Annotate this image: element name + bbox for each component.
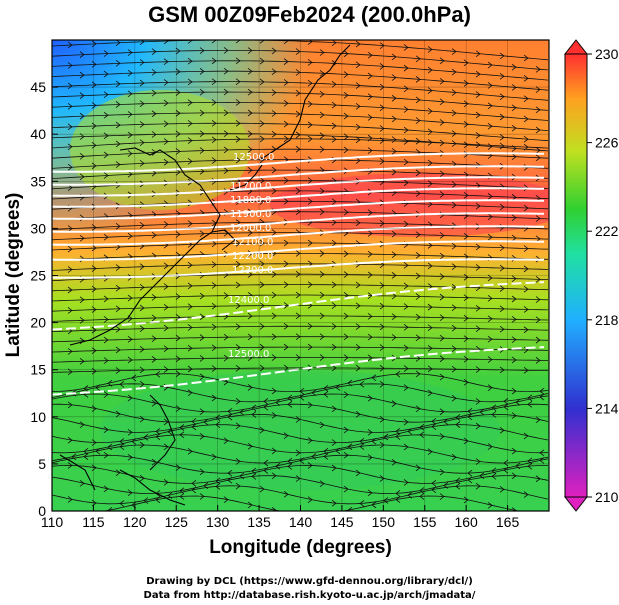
contour-label: 12500.0 bbox=[233, 152, 274, 163]
y-tick-label: 30 bbox=[30, 220, 46, 236]
x-axis-label: Longitude (degrees) bbox=[209, 537, 392, 558]
colorbar-tick-label: 210 bbox=[595, 489, 619, 505]
y-tick-label: 40 bbox=[30, 126, 46, 142]
y-tick-label: 45 bbox=[30, 79, 46, 95]
contour-label: 11700.0 bbox=[230, 181, 271, 192]
contour-label: 12200.0 bbox=[232, 251, 273, 262]
y-tick-label: 0 bbox=[38, 503, 46, 519]
y-tick-label: 10 bbox=[30, 409, 46, 425]
y-axis-ticks: 0 5 10 15 20 25 30 35 40 45 bbox=[30, 79, 58, 519]
contour-label: 12000.0 bbox=[230, 223, 271, 234]
x-tick-label: 140 bbox=[289, 514, 313, 530]
credit-data: Data from http://database.rish.kyoto-u.a… bbox=[143, 590, 476, 601]
colorbar-tick-label: 214 bbox=[595, 400, 619, 416]
map-title: GSM 00Z09Feb2024 (200.0hPa) bbox=[148, 2, 471, 27]
y-tick-label: 20 bbox=[30, 315, 46, 331]
x-tick-label: 165 bbox=[496, 514, 520, 530]
colorbar-tick-label: 222 bbox=[595, 223, 619, 239]
contour-label: 11800.0 bbox=[230, 195, 271, 206]
colorbar: 210 214 218 222 226 230 bbox=[563, 39, 619, 512]
y-tick-label: 5 bbox=[38, 456, 46, 472]
contour-label: 12100.0 bbox=[232, 237, 273, 248]
contour-label: 12300.0 bbox=[232, 265, 273, 276]
y-tick-label: 15 bbox=[30, 362, 46, 378]
contour-label: 12400.0 bbox=[228, 295, 269, 306]
temperature-field: 12500.0 11700.0 11800.0 11900.0 12000.0 12100… bbox=[52, 40, 549, 511]
x-tick-label: 155 bbox=[413, 514, 437, 530]
contour-label: 11900.0 bbox=[230, 209, 271, 220]
x-tick-label: 135 bbox=[247, 514, 271, 530]
x-tick-label: 130 bbox=[206, 514, 230, 530]
x-tick-label: 115 bbox=[82, 514, 105, 530]
coastline bbox=[59, 44, 351, 506]
x-tick-label: 110 bbox=[41, 514, 64, 530]
credit-drawing: Drawing by DCL (https://www.gfd-dennou.o… bbox=[146, 576, 473, 587]
x-axis-ticks: 110 115 120 125 130 135 140 145 150 155 160 165 bbox=[41, 505, 520, 530]
x-tick-label: 160 bbox=[454, 514, 478, 530]
x-tick-label: 150 bbox=[372, 514, 396, 530]
colorbar-tick-label: 230 bbox=[595, 46, 619, 62]
contour-label: 12500.0 bbox=[228, 349, 269, 360]
y-tick-label: 25 bbox=[30, 268, 46, 284]
y-tick-label: 35 bbox=[30, 173, 46, 189]
x-tick-label: 145 bbox=[330, 514, 354, 530]
y-axis-label: Latitude (degrees) bbox=[3, 192, 24, 358]
colorbar-tick-label: 218 bbox=[595, 312, 619, 328]
x-tick-label: 125 bbox=[165, 514, 189, 530]
x-tick-label: 120 bbox=[123, 514, 147, 530]
colorbar-tick-label: 226 bbox=[595, 135, 619, 151]
